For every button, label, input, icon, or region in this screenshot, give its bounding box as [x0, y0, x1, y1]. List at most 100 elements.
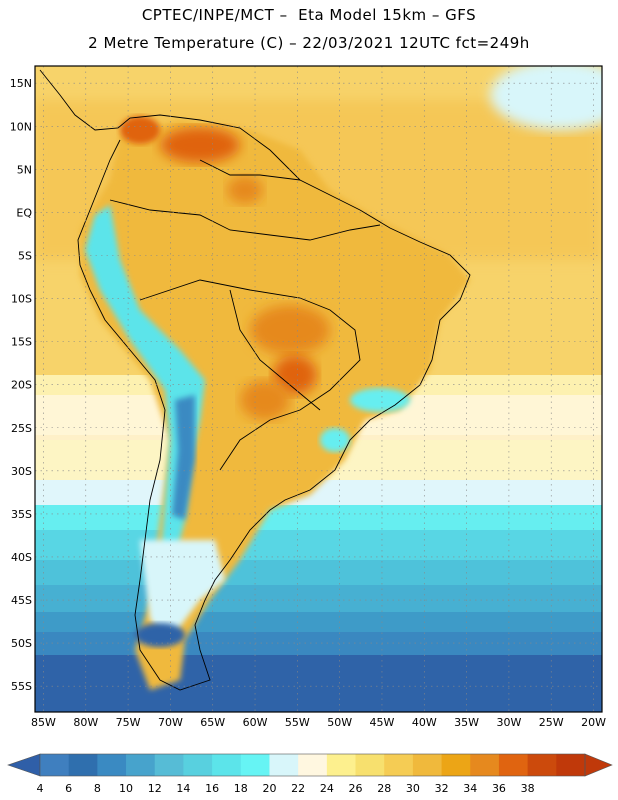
- chart-title-line-1: CPTEC/INPE/MCT – Eta Model 15km – GFS: [141, 6, 477, 24]
- color-scale-segments: [7, 753, 613, 777]
- colorbar-segment: [556, 754, 586, 776]
- lat-label: 15S: [11, 336, 32, 349]
- southern-tip-cold: [135, 623, 185, 647]
- border-line-4: [199, 159, 301, 181]
- colorbar-label: 18: [234, 782, 248, 795]
- lon-label: 50W: [327, 716, 352, 729]
- colorbar-segment: [412, 754, 443, 776]
- coastline: [39, 69, 471, 691]
- lat-label: 25S: [11, 422, 32, 435]
- temperature-field: [35, 66, 602, 712]
- colorbar-segment: [40, 754, 70, 776]
- coastline-path: [39, 69, 471, 691]
- colorbar-segment: [154, 754, 184, 776]
- lat-label: 35S: [11, 508, 32, 521]
- lat-label: 20S: [11, 379, 32, 392]
- lat-label: 45S: [11, 594, 32, 607]
- colorbar-segment: [527, 754, 557, 776]
- andes-cold-core: [172, 395, 195, 520]
- lon-label: 35W: [454, 716, 479, 729]
- lon-label: 65W: [200, 716, 225, 729]
- border-line-2: [109, 199, 381, 241]
- colorbar-segment: [470, 754, 500, 776]
- latitude-labels: 15N 10N 5N EQ 5S 10S 15S 20S 25S 30S 35S 40S 45S 50S 5…: [10, 77, 33, 693]
- colorbar-segment: [68, 754, 98, 776]
- colorbar-label: 24: [320, 782, 334, 795]
- lon-label: 55W: [285, 716, 310, 729]
- colorbar-segment: [498, 754, 529, 776]
- colorbar-segment: [97, 754, 127, 776]
- lon-label: 20W: [581, 716, 606, 729]
- color-scale-bar: 4 6 8 10 12 14 16 18 20 22 24 26 28 30 32 34 36 38: [7, 753, 613, 795]
- lat-label: 5S: [18, 249, 32, 262]
- colorbar-label: 22: [291, 782, 305, 795]
- colorbar-segment: [441, 754, 471, 776]
- colorbar-segment: [269, 754, 299, 776]
- map-frame: [34, 65, 603, 713]
- grid-lines: [35, 66, 602, 712]
- colorbar-label: 32: [435, 782, 449, 795]
- colorbar-label: 26: [349, 782, 363, 795]
- colorbar-label: 4: [37, 782, 44, 795]
- hotspot-pantanal: [273, 355, 317, 395]
- colorbar-segment: [240, 754, 270, 776]
- caribbean-cool: [490, 66, 602, 130]
- hotspot-guyana: [227, 176, 263, 204]
- lon-label: 70W: [158, 716, 183, 729]
- lon-label: 80W: [73, 716, 98, 729]
- colorbar-segment: [326, 754, 357, 776]
- border-line-3: [229, 289, 321, 411]
- longitude-labels: 85W 80W 75W 70W 65W 60W 55W 50W 45W 40W 35W 30W 25W 2…: [31, 716, 606, 729]
- colorbar-label: 6: [65, 782, 72, 795]
- lat-label: EQ: [16, 206, 32, 219]
- colorbar-right-arrow: [584, 753, 613, 777]
- colorbar-segment: [212, 754, 242, 776]
- colorbar-outline: [39, 753, 586, 777]
- colorbar-label: 8: [94, 782, 101, 795]
- hotspot-venezuela: [160, 127, 240, 163]
- lon-label: 60W: [243, 716, 268, 729]
- colorbar-segment: [298, 754, 328, 776]
- colorbar-segment: [126, 754, 156, 776]
- hotspot-colombia: [120, 116, 160, 144]
- lon-label: 40W: [412, 716, 437, 729]
- colorbar-segment: [384, 754, 414, 776]
- se-brazil-cool: [350, 388, 410, 412]
- colorbar-label: 30: [406, 782, 420, 795]
- colorbar-label: 38: [521, 782, 535, 795]
- colorbar-label: 14: [176, 782, 190, 795]
- colorbar-label: 34: [463, 782, 477, 795]
- colorbar-label: 20: [262, 782, 276, 795]
- band-5: [35, 655, 602, 712]
- colorbar-segment: [355, 754, 385, 776]
- lon-label: 75W: [116, 716, 141, 729]
- band-15: [35, 530, 602, 565]
- patagonia-mild: [140, 540, 225, 640]
- lat-label: 5N: [17, 163, 32, 176]
- chart-title-line-2: 2 Metre Temperature (C) – 22/03/2021 12U…: [88, 34, 530, 52]
- lon-label: 30W: [496, 716, 521, 729]
- colorbar-label: 28: [377, 782, 391, 795]
- south-brazil-cool: [320, 428, 350, 452]
- colorbar-label: 16: [205, 782, 219, 795]
- lat-label: 55S: [11, 680, 32, 693]
- lon-label: 25W: [539, 716, 564, 729]
- lon-label: 85W: [31, 716, 56, 729]
- lat-label: 15N: [10, 77, 32, 90]
- hotspot-mato-grosso: [250, 305, 330, 355]
- colorbar-left-arrow: [7, 753, 41, 777]
- colorbar-label: 12: [148, 782, 162, 795]
- lat-label: 10N: [10, 120, 32, 133]
- lat-label: 10S: [11, 293, 32, 306]
- colorbar-label: 10: [119, 782, 133, 795]
- lat-label: 30S: [11, 465, 32, 478]
- color-scale-labels: 4 6 8 10 12 14 16 18 20 22 24 26 28 30 32 34 36 38: [37, 782, 535, 795]
- border-line-1: [139, 279, 361, 471]
- lat-label: 50S: [11, 637, 32, 650]
- hotspot-chaco: [240, 380, 290, 420]
- colorbar-label: 36: [492, 782, 506, 795]
- colorbar-segment: [183, 754, 213, 776]
- lat-label: 40S: [11, 551, 32, 564]
- band-11: [35, 585, 602, 615]
- temperature-map: 15N 10N 5N EQ 5S 10S 15S 20S 25S 30S 35S 40S 45S 50S 5…: [10, 65, 606, 729]
